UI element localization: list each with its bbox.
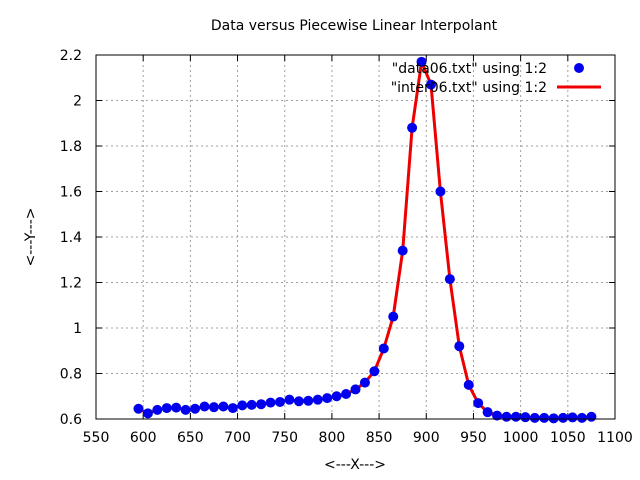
data-point <box>265 397 276 408</box>
data-point <box>425 79 436 90</box>
legend-marker-data <box>574 63 584 73</box>
data-point <box>397 245 408 256</box>
x-tick-label: 700 <box>224 430 251 446</box>
data-point <box>407 122 418 133</box>
y-tick-label: 1.2 <box>60 276 82 292</box>
y-tick-label: 1 <box>73 321 82 337</box>
legend: "data06.txt" using 1:2 "inter06.txt" usi… <box>391 61 601 96</box>
x-axis-label: <---X---> <box>324 457 386 473</box>
legend-label-data: "data06.txt" using 1:2 <box>392 61 547 77</box>
data-point <box>520 412 531 423</box>
data-point <box>227 403 238 414</box>
data-point <box>576 412 587 423</box>
x-tick-label: 900 <box>413 430 440 446</box>
x-tick-label: 800 <box>319 430 346 446</box>
interpolant-series <box>137 60 592 420</box>
data-point <box>388 311 399 322</box>
grid-lines <box>96 55 615 419</box>
data-point <box>350 384 361 395</box>
legend-label-interp: "inter06.txt" using 1:2 <box>391 80 547 96</box>
data-point <box>416 56 427 67</box>
data-point <box>341 388 352 399</box>
data-point <box>190 403 201 414</box>
data-point <box>161 403 172 414</box>
data-point <box>492 410 503 421</box>
data-point <box>303 395 314 406</box>
y-tick-label: 1.8 <box>60 139 82 155</box>
data-point <box>180 404 191 415</box>
y-tick-label: 2 <box>73 94 82 110</box>
x-tick-label: 850 <box>366 430 393 446</box>
data-point <box>246 399 257 410</box>
interpolant-line <box>137 60 592 420</box>
data-point <box>142 408 153 419</box>
x-axis-ticks: 550 600 650 700 750 800 850 900 950 1000 1050 1100 <box>83 55 633 446</box>
data-point <box>208 402 219 413</box>
data-point <box>218 401 229 412</box>
x-tick-label: 650 <box>177 430 204 446</box>
data-point <box>567 412 578 423</box>
data-point <box>275 396 286 407</box>
data-point <box>548 413 559 424</box>
data-point <box>586 411 597 422</box>
data-point <box>284 394 295 405</box>
y-tick-label: 0.8 <box>60 367 82 383</box>
data-point <box>171 402 182 413</box>
data-point <box>322 393 333 404</box>
y-tick-label: 0.6 <box>60 412 82 428</box>
x-tick-label: 1050 <box>550 430 586 446</box>
data-point <box>256 399 267 410</box>
data-point <box>331 391 342 402</box>
data-point <box>539 412 550 423</box>
data-point <box>312 394 323 405</box>
data-point <box>152 404 163 415</box>
x-tick-label: 1100 <box>597 430 633 446</box>
chart-title: Data versus Piecewise Linear Interpolant <box>211 18 498 34</box>
data-point <box>293 396 304 407</box>
data-point <box>463 379 474 390</box>
data-point <box>133 403 144 414</box>
x-tick-label: 550 <box>83 430 110 446</box>
y-tick-label: 2.2 <box>60 48 82 64</box>
plot-frame <box>95 54 616 420</box>
x-tick-label: 600 <box>130 430 157 446</box>
data-point <box>558 412 569 423</box>
data-point <box>435 186 446 197</box>
data-series <box>133 56 597 424</box>
x-tick-label: 1000 <box>503 430 539 446</box>
x-tick-label: 950 <box>460 430 487 446</box>
data-point <box>199 401 210 412</box>
y-tick-label: 1.6 <box>60 185 82 201</box>
data-point <box>510 411 521 422</box>
y-axis-label: <---Y---> <box>23 207 39 266</box>
data-point <box>378 343 389 354</box>
data-point <box>369 366 380 377</box>
data-point <box>444 274 455 285</box>
data-point <box>237 400 248 411</box>
data-point <box>529 412 540 423</box>
y-tick-label: 1.4 <box>60 230 82 246</box>
y-axis-ticks: 0.6 0.8 1 1.2 1.4 1.6 1.8 2 2.2 <box>60 48 615 428</box>
data-point <box>454 341 465 352</box>
data-point <box>473 398 484 409</box>
data-point <box>501 411 512 422</box>
data-point <box>359 377 370 388</box>
data-point <box>482 407 493 418</box>
x-tick-label: 750 <box>271 430 298 446</box>
